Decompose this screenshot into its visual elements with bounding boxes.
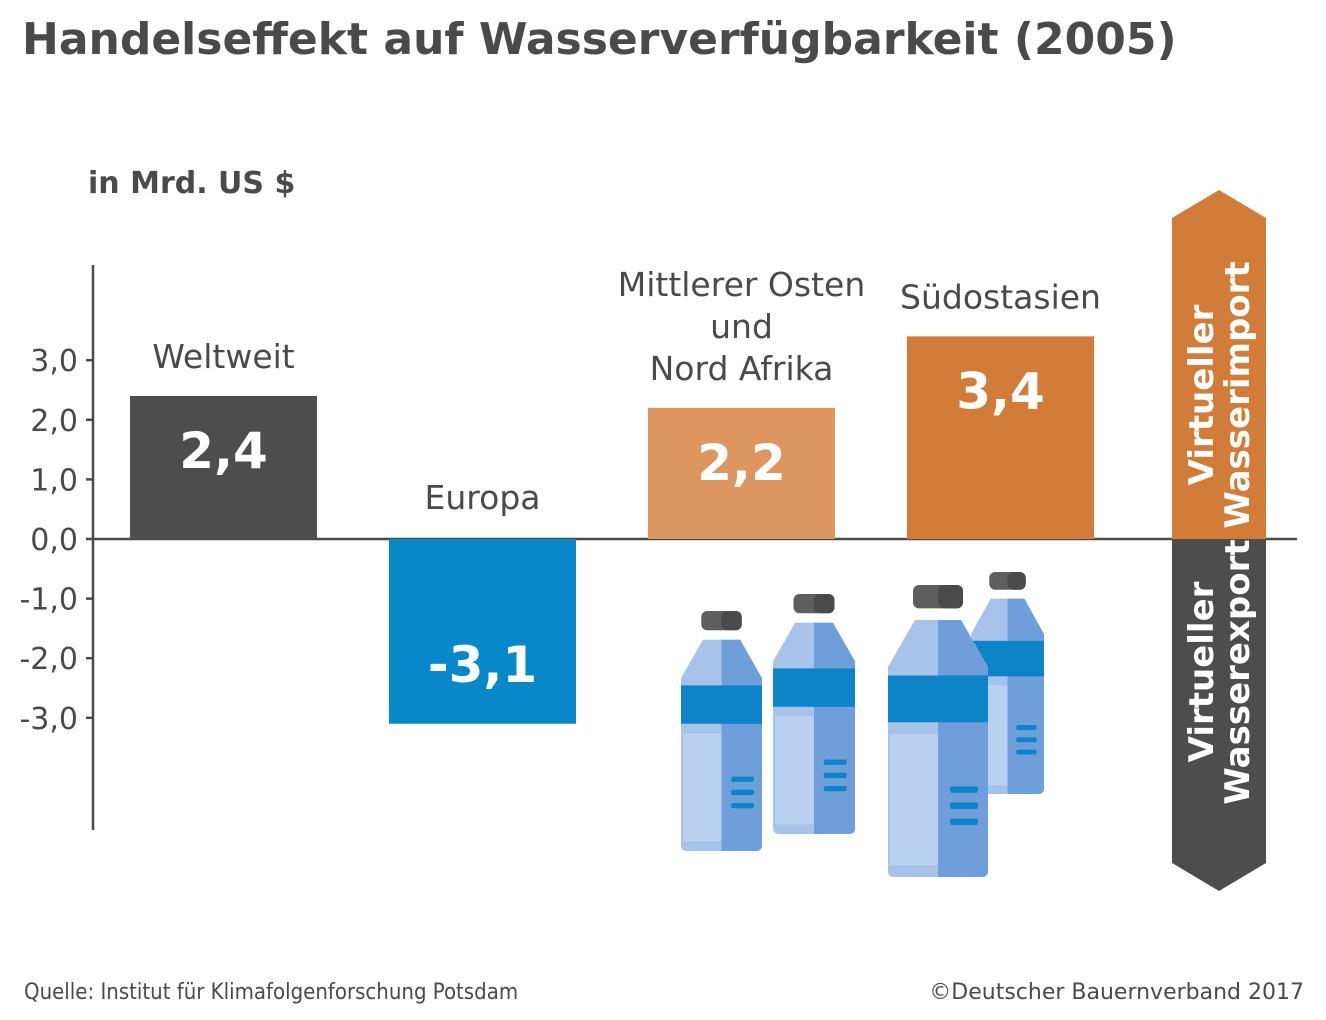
bottle-stripe (731, 803, 754, 809)
bottle-label-band (888, 675, 988, 723)
bottle-inset (775, 716, 814, 825)
bottle-stripe (950, 786, 978, 793)
bar-value-label: 3,4 (956, 362, 1045, 420)
bottle-stripe (1016, 749, 1037, 755)
bar (130, 395, 317, 539)
chart-title: Handelseffekt auf Wasserverfügbarkeit (2… (22, 14, 1177, 65)
bottle-cap-shade (938, 585, 963, 609)
y-tick-label: -1,0 (19, 583, 78, 618)
import-arrow-label-line: Virtueller (1182, 304, 1222, 485)
bottle-body-shade (938, 620, 988, 877)
y-axis-unit-label: in Mrd. US $ (88, 166, 296, 201)
bottle-stripe (950, 818, 978, 826)
bottle-stripe (1016, 725, 1037, 731)
bar-value-label: 2,2 (697, 434, 786, 492)
bar (648, 407, 835, 539)
bottle-cap-shade (814, 594, 835, 614)
bottle-cap-shade (721, 611, 742, 631)
category-label: Mittlerer Osten (618, 265, 866, 304)
bottle-stripe (823, 759, 847, 765)
bottle-stripe (823, 786, 847, 792)
bar (389, 539, 576, 724)
bottle-inset (683, 733, 722, 842)
category-label: Europa (425, 478, 541, 517)
bottle-body-shade (721, 639, 762, 851)
export-arrow (1172, 539, 1266, 891)
y-tick-label: 1,0 (30, 463, 78, 498)
bottle-stripe (950, 802, 978, 809)
y-tick-label: 3,0 (30, 344, 78, 379)
export-arrow-label-line: Virtueller (1182, 581, 1222, 762)
bottle-stripe (823, 772, 847, 779)
bottle-stripe (731, 776, 754, 782)
bottle-body-shade (814, 622, 855, 834)
bar-value-label: 2,4 (179, 422, 268, 480)
copyright-note: ©Deutscher Bauernverband 2017 (929, 980, 1304, 1005)
import-arrow-label-line: Wasserimport (1218, 261, 1258, 528)
y-tick-label: -3,0 (19, 702, 78, 737)
water-bottle-icon (888, 585, 988, 877)
y-tick-label: 0,0 (30, 523, 78, 558)
y-tick-label: 2,0 (30, 404, 78, 439)
bottle-cap-shade (1007, 572, 1026, 590)
bottle-stripe (1016, 737, 1037, 743)
bottle-label-band (681, 685, 762, 724)
bar-value-label: -3,1 (428, 636, 537, 694)
category-label: und (710, 307, 773, 346)
bottle-body-shade (1007, 598, 1044, 794)
water-bottle-icon (681, 611, 762, 851)
export-arrow-label-line: Wasserexport (1218, 539, 1258, 804)
category-label: Nord Afrika (650, 349, 834, 388)
category-label: Südostasien (900, 277, 1101, 316)
bottle-label-band (773, 668, 855, 707)
bar (907, 336, 1094, 539)
water-bottle-icon (773, 594, 855, 834)
y-tick-label: -2,0 (19, 642, 78, 677)
source-note: Quelle: Institut für Klimafolgenforschun… (24, 980, 519, 1005)
bottle-inset (890, 733, 938, 866)
category-label: Weltweit (152, 337, 295, 376)
import-arrow (1172, 190, 1266, 539)
bottle-stripe (731, 789, 754, 796)
